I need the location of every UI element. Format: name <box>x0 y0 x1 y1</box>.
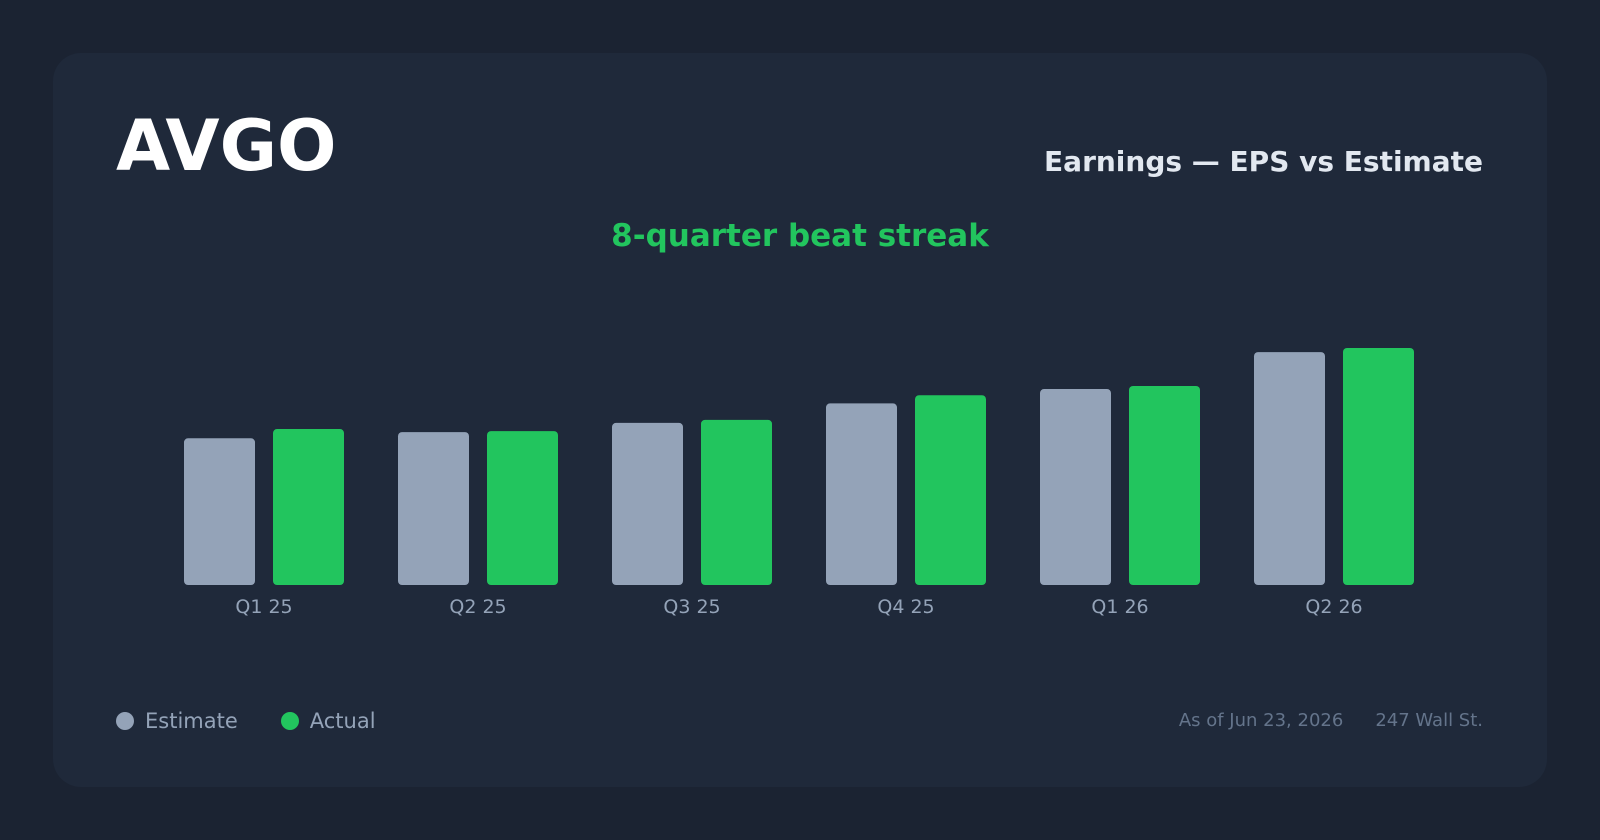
x-tick-label: Q2 25 <box>449 596 506 618</box>
x-tick-label: Q2 26 <box>1305 596 1362 618</box>
legend-item-estimate: Estimate <box>116 709 238 733</box>
chart-card: AVGO Earnings — EPS vs Estimate 8-quarte… <box>53 53 1547 787</box>
bar-actual-q1-26 <box>1129 385 1200 585</box>
x-tick-label: Q4 25 <box>877 596 934 618</box>
legend: Estimate Actual <box>116 707 419 735</box>
footer: As of Jun 23, 2026 247 Wall St. <box>1179 710 1483 731</box>
bar-estimate-q1-25 <box>184 438 255 585</box>
as-of-date: As of Jun 23, 2026 <box>1178 710 1344 731</box>
legend-item-actual: Actual <box>280 709 376 733</box>
bar-actual-q1-25 <box>273 429 344 585</box>
bar-actual-q2-26 <box>1343 348 1414 585</box>
bar-actual-q3-25 <box>701 419 772 585</box>
chart-title: Earnings — EPS vs Estimate <box>1044 145 1483 178</box>
bar-estimate-q1-26 <box>1040 389 1111 585</box>
legend-swatch-actual <box>280 712 299 730</box>
bar-estimate-q2-25 <box>398 432 469 585</box>
bar-chart: Q1 25 Q2 25 Q3 25 Q4 25 Q1 26 Q2 26 <box>184 348 1414 618</box>
x-tick-label: Q1 26 <box>1091 596 1148 618</box>
source-label: 247 Wall St. <box>1375 710 1483 731</box>
bar-actual-q2-25 <box>487 431 558 585</box>
legend-label-estimate: Estimate <box>145 709 238 733</box>
bar-estimate-q2-26 <box>1254 352 1325 585</box>
x-tick-label: Q1 25 <box>235 596 292 618</box>
ticker-symbol: AVGO <box>116 105 337 187</box>
bar-estimate-q4-25 <box>826 403 897 585</box>
legend-label-actual: Actual <box>309 709 376 733</box>
x-tick-label: Q3 25 <box>663 596 720 618</box>
bar-estimate-q3-25 <box>612 422 683 585</box>
legend-swatch-estimate <box>116 712 134 730</box>
bar-actual-q4-25 <box>915 395 986 585</box>
chart-subtitle: 8-quarter beat streak <box>611 218 989 254</box>
